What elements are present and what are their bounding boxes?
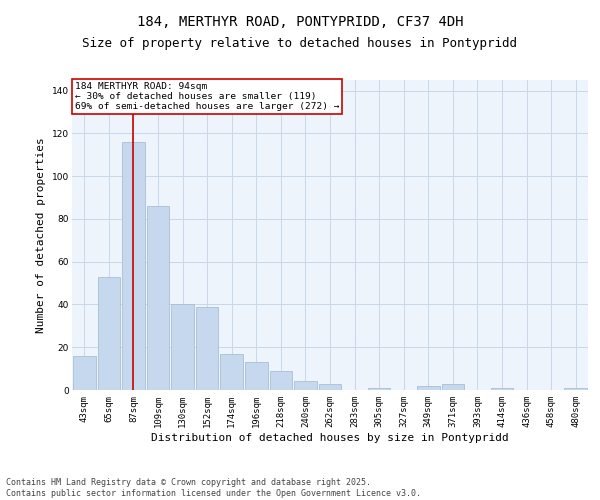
Y-axis label: Number of detached properties: Number of detached properties xyxy=(37,137,46,333)
Bar xyxy=(294,382,317,390)
Bar xyxy=(122,142,145,390)
Bar xyxy=(98,276,120,390)
Bar xyxy=(319,384,341,390)
Bar xyxy=(442,384,464,390)
Bar xyxy=(73,356,95,390)
Bar xyxy=(196,306,218,390)
Text: Contains HM Land Registry data © Crown copyright and database right 2025.
Contai: Contains HM Land Registry data © Crown c… xyxy=(6,478,421,498)
Text: 184, MERTHYR ROAD, PONTYPRIDD, CF37 4DH: 184, MERTHYR ROAD, PONTYPRIDD, CF37 4DH xyxy=(137,15,463,29)
Bar xyxy=(146,206,169,390)
Bar xyxy=(368,388,391,390)
Bar xyxy=(269,371,292,390)
Bar xyxy=(220,354,243,390)
Bar xyxy=(491,388,514,390)
Bar xyxy=(417,386,440,390)
Bar xyxy=(171,304,194,390)
Text: Size of property relative to detached houses in Pontypridd: Size of property relative to detached ho… xyxy=(83,38,517,51)
Text: 184 MERTHYR ROAD: 94sqm
← 30% of detached houses are smaller (119)
69% of semi-d: 184 MERTHYR ROAD: 94sqm ← 30% of detache… xyxy=(74,82,339,112)
Bar xyxy=(245,362,268,390)
Bar xyxy=(565,388,587,390)
X-axis label: Distribution of detached houses by size in Pontypridd: Distribution of detached houses by size … xyxy=(151,432,509,442)
